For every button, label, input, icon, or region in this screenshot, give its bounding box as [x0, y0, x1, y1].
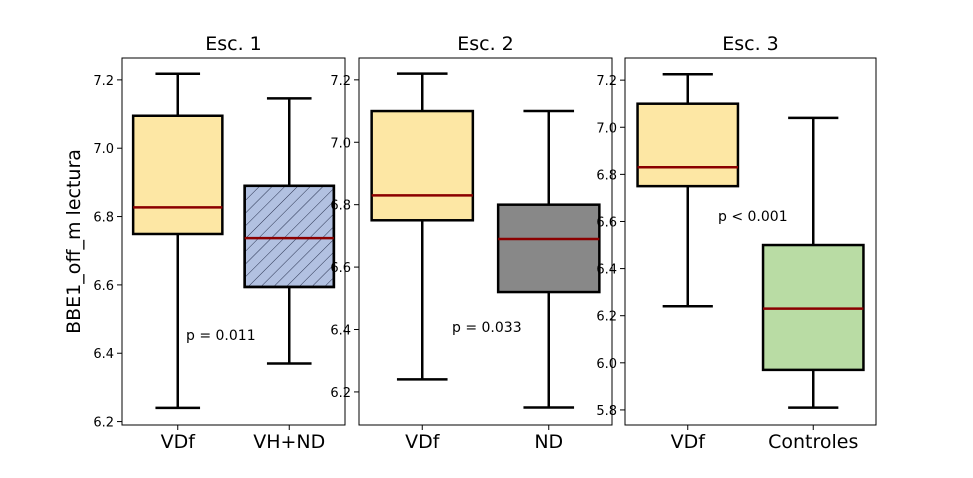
- box-VDf: [636, 73, 740, 308]
- panel-3: Esc. 3 5.8 6.0 6.2 6.4 6.6 6.8 7.0 7.2 VDf Control…: [596, 33, 877, 453]
- y-tick-label: 7.0: [93, 142, 114, 157]
- y-tick-label: 7.0: [596, 121, 617, 136]
- axes-frame: [358, 57, 613, 426]
- y-tick-label: 6.0: [596, 357, 617, 372]
- x-tick-label: VDf: [161, 431, 197, 453]
- panel-title: Esc. 2: [457, 33, 514, 55]
- y-tick-label: 7.2: [93, 74, 114, 89]
- panel-1: Esc. 1 BBE1_off_m lectura 6.2 6.4 6.6 6.8 7.0 7…: [63, 33, 346, 453]
- y-tick-label: 6.6: [93, 279, 114, 294]
- x-tick-label: ND: [534, 431, 563, 453]
- box-Controles: [761, 116, 865, 409]
- y-tick-label: 6.8: [596, 168, 617, 183]
- y-tick-label: 6.6: [596, 215, 617, 230]
- x-tick-label: VDf: [671, 431, 707, 453]
- box-VDf: [370, 72, 475, 381]
- p-value-annotation: p < 0.001: [718, 209, 788, 225]
- y-tick-label: 6.4: [596, 263, 617, 278]
- box-hatch: [243, 184, 336, 289]
- y-tick-label: 5.8: [596, 404, 617, 419]
- axes-frame: [624, 57, 877, 426]
- box-ND: [496, 109, 601, 409]
- panel-2: Esc. 2 6.2 6.4 6.6 6.8 7.0 7.2 VDf ND p = 0.033: [330, 33, 613, 453]
- x-tick-label: VDf: [405, 431, 441, 453]
- p-value-annotation: p = 0.033: [452, 320, 522, 336]
- axes-frame: [121, 57, 346, 426]
- box-body: [131, 114, 224, 236]
- p-value-annotation: p = 0.011: [186, 328, 256, 344]
- y-tick-label: 7.2: [596, 74, 617, 89]
- y-tick-label: 6.2: [330, 386, 351, 401]
- box-body: [496, 203, 601, 294]
- y-tick-label: 7.0: [330, 136, 351, 151]
- y-tick-label: 6.6: [330, 261, 351, 276]
- panel-title: Esc. 3: [722, 33, 779, 55]
- x-tick-label: VH+ND: [253, 431, 325, 453]
- box-VDf: [131, 72, 224, 410]
- y-tick-label: 6.2: [596, 310, 617, 325]
- y-tick-label: 6.4: [93, 347, 114, 362]
- y-tick-label: 6.4: [330, 324, 351, 339]
- x-tick-label: Controles: [768, 431, 858, 453]
- y-tick-label: 6.8: [93, 211, 114, 226]
- y-axis-label: BBE1_off_m lectura: [63, 149, 85, 334]
- box-body: [636, 102, 740, 188]
- box-VH+ND: [243, 97, 336, 365]
- y-tick-label: 6.8: [330, 199, 351, 214]
- panel-title: Esc. 1: [205, 33, 262, 55]
- y-tick-label: 6.2: [93, 416, 114, 431]
- box-body: [370, 109, 475, 222]
- y-tick-label: 7.2: [330, 74, 351, 89]
